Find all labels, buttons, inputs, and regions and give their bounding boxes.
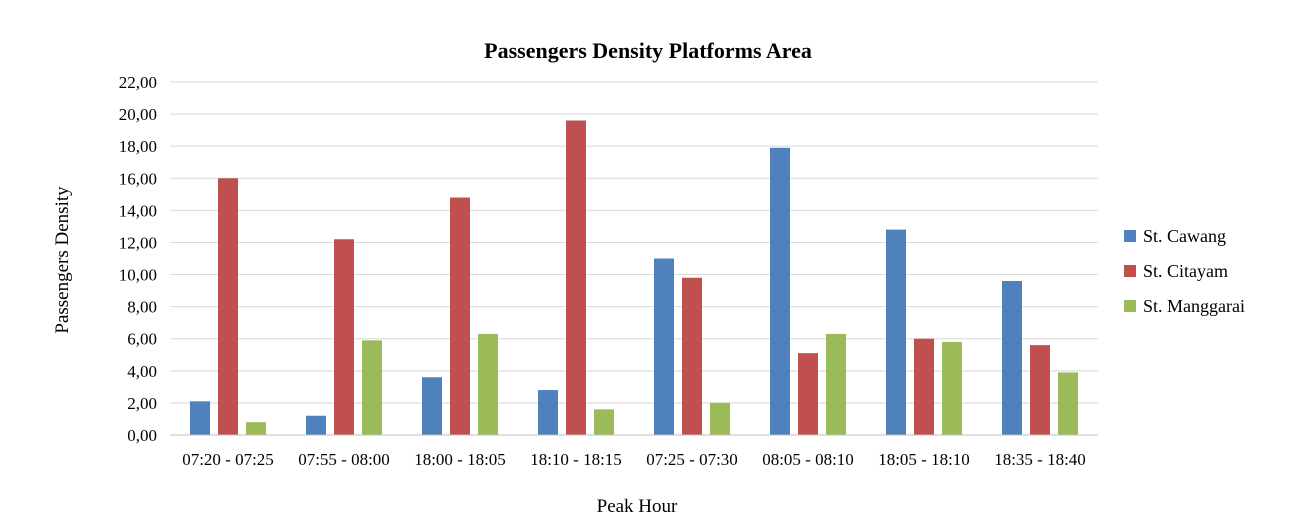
x-tick-label: 18:35 - 18:40 [994, 450, 1086, 469]
chart-title: Passengers Density Platforms Area [484, 38, 812, 63]
gridlines [170, 81, 1098, 404]
y-tick-label: 8,00 [127, 298, 157, 317]
bar-st-manggarai [710, 402, 730, 435]
legend: St. Cawang St. Citayam St. Manggarai [1124, 226, 1245, 316]
legend-swatch [1124, 230, 1136, 242]
y-axis-ticks: 0,00 2,00 4,00 6,00 8,00 10,00 12,00 14,00 16,00… [119, 73, 157, 445]
x-tick-label: 18:10 - 18:15 [530, 450, 622, 469]
bar-st-manggarai [478, 333, 498, 435]
bar-st-cawang [422, 377, 442, 435]
y-axis-title: Passengers Density [52, 186, 73, 334]
bar-st-manggarai [826, 333, 846, 435]
bar-st-citayam [450, 197, 470, 435]
bar-st-cawang [190, 401, 210, 435]
bar-st-citayam [218, 178, 238, 436]
legend-swatch [1124, 300, 1136, 312]
bar-st-citayam [334, 239, 354, 435]
bar-st-citayam [566, 120, 586, 435]
bar-st-citayam [682, 277, 702, 435]
x-axis-ticks: 07:20 - 07:25 07:55 - 08:00 18:00 - 18:05 1… [182, 450, 1086, 469]
x-tick-label: 18:05 - 18:10 [878, 450, 970, 469]
bar-st-cawang [306, 415, 326, 435]
y-tick-label: 4,00 [127, 362, 157, 381]
bar-st-citayam [798, 353, 818, 435]
y-tick-label: 12,00 [119, 233, 157, 252]
y-tick-label: 20,00 [119, 105, 157, 124]
x-tick-label: 18:00 - 18:05 [414, 450, 506, 469]
bar-st-cawang [770, 147, 790, 435]
bar-st-manggarai [942, 341, 962, 435]
bar-st-cawang [538, 390, 558, 435]
y-tick-label: 10,00 [119, 266, 157, 285]
y-tick-label: 16,00 [119, 169, 157, 188]
legend-label: St. Manggarai [1143, 296, 1245, 316]
legend-label: St. Citayam [1143, 261, 1228, 281]
bar-st-cawang [886, 229, 906, 435]
x-tick-label: 07:25 - 07:30 [646, 450, 738, 469]
x-tick-label: 07:20 - 07:25 [182, 450, 274, 469]
bar-st-citayam [914, 338, 934, 435]
y-tick-label: 18,00 [119, 137, 157, 156]
bar-st-manggarai [362, 340, 382, 435]
x-tick-label: 08:05 - 08:10 [762, 450, 854, 469]
x-axis-title: Peak Hour [597, 496, 678, 517]
y-tick-label: 6,00 [127, 330, 157, 349]
y-tick-label: 22,00 [119, 73, 157, 92]
y-tick-label: 2,00 [127, 394, 157, 413]
bar-st-citayam [1030, 345, 1050, 435]
y-tick-label: 0,00 [127, 426, 157, 445]
bar-st-cawang [654, 258, 674, 435]
bars [190, 120, 1078, 436]
legend-swatch [1124, 265, 1136, 277]
y-tick-label: 14,00 [119, 201, 157, 220]
bar-st-cawang [1002, 280, 1022, 435]
x-tick-label: 07:55 - 08:00 [298, 450, 390, 469]
legend-label: St. Cawang [1143, 226, 1226, 246]
bar-st-manggarai [1058, 372, 1078, 435]
bar-st-manggarai [594, 409, 614, 435]
bar-st-manggarai [246, 422, 266, 435]
